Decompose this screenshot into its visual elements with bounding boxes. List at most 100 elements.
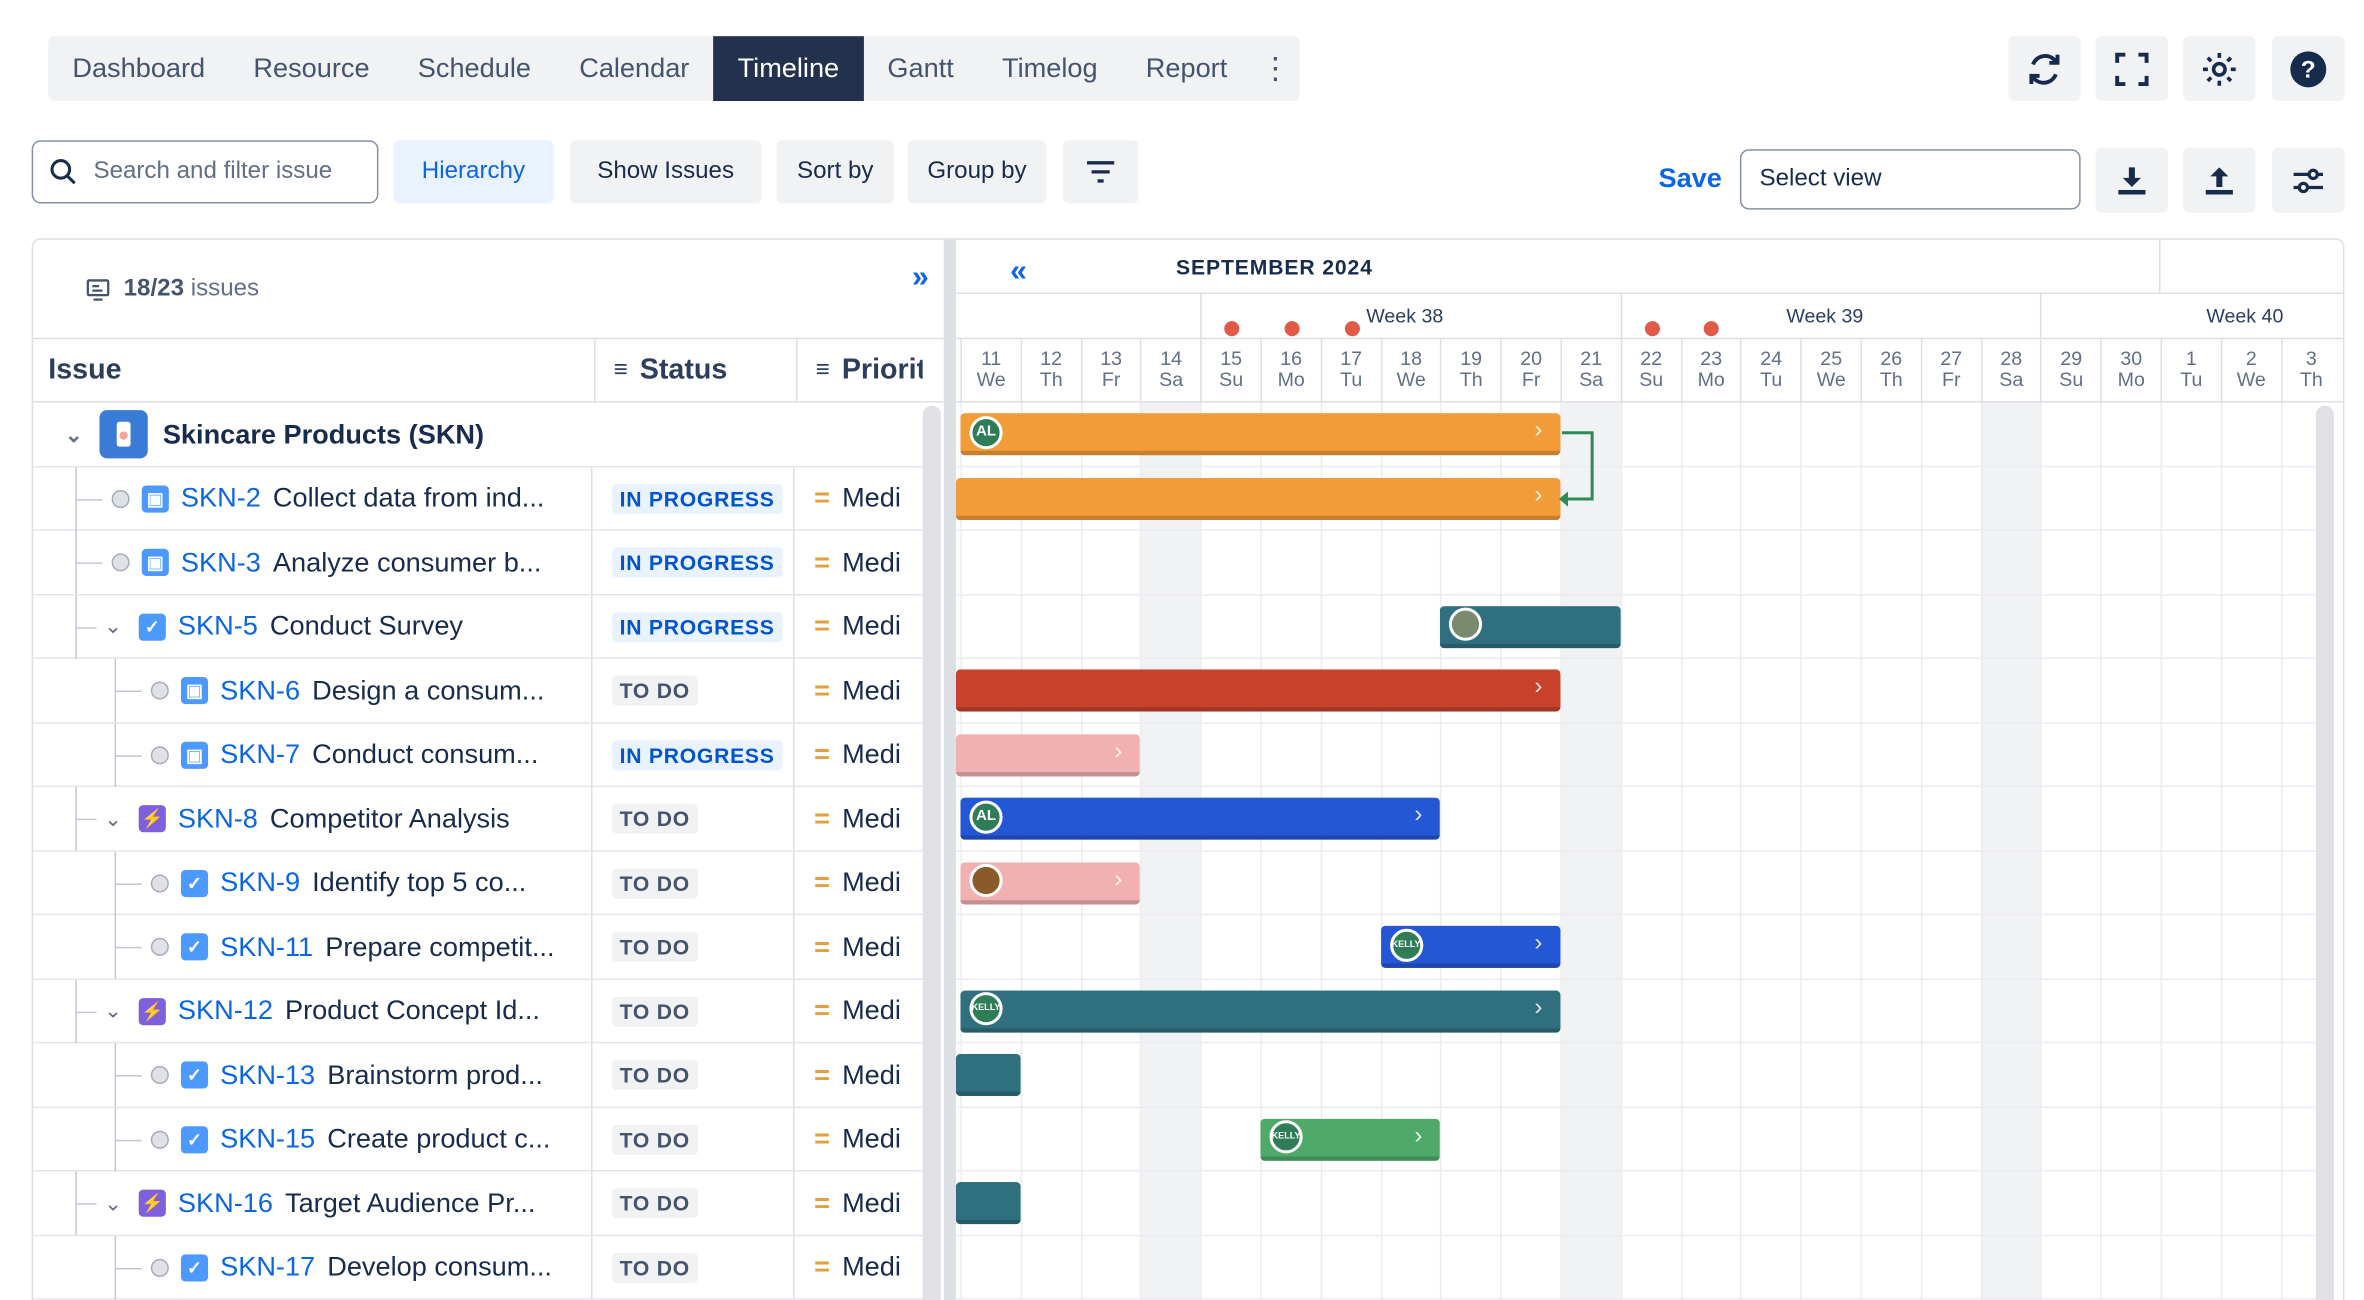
assignee-avatar[interactable] — [969, 863, 1003, 898]
assignee-avatar[interactable]: AL — [969, 415, 1003, 449]
select-view-dropdown[interactable]: Select view — [1739, 149, 2081, 210]
issue-title[interactable]: Design a consum... — [312, 674, 545, 705]
fullscreen-icon[interactable] — [2095, 36, 2169, 102]
more-vertical-icon[interactable]: ⋮ — [1260, 52, 1291, 86]
holiday-marker[interactable] — [1284, 321, 1300, 337]
help-icon[interactable]: ? — [2272, 36, 2345, 102]
issue-title[interactable]: Target Audience Pr... — [285, 1187, 536, 1218]
chevron-down-icon[interactable]: ⌄ — [104, 998, 122, 1023]
issue-key[interactable]: SKN-9 — [220, 866, 301, 898]
task-bar[interactable]: KELLY › — [1260, 1117, 1441, 1161]
issue-key[interactable]: SKN-8 — [177, 802, 258, 834]
issue-row[interactable]: ✓ SKN-11 Prepare competit... TO DO = Medi — [33, 915, 923, 980]
holiday-marker[interactable] — [1644, 321, 1660, 337]
status-badge[interactable]: TO DO — [612, 995, 698, 1026]
status-badge[interactable]: TO DO — [612, 1059, 698, 1091]
issue-title[interactable]: Brainstorm prod... — [327, 1059, 543, 1090]
issue-title[interactable]: Develop consum... — [327, 1251, 552, 1282]
refresh-icon[interactable] — [2008, 36, 2081, 102]
issue-key[interactable]: SKN-12 — [177, 995, 273, 1026]
project-row[interactable]: ⌄ Skincare Products (SKN) — [33, 403, 923, 467]
issue-row[interactable]: ▣ SKN-2 Collect data from ind... IN PROG… — [33, 466, 923, 531]
issue-key[interactable]: SKN-5 — [177, 610, 258, 641]
assignee-avatar[interactable] — [1449, 607, 1483, 641]
status-badge[interactable]: IN PROGRESS — [612, 483, 783, 514]
dependency-arrow[interactable] — [1558, 421, 1619, 511]
task-bar[interactable]: › — [960, 861, 1141, 904]
filter-icon[interactable] — [1062, 140, 1139, 204]
gantt-scrollbar[interactable] — [2315, 405, 2334, 1300]
issue-row[interactable]: ⌄ ⚡ SKN-16 Target Audience Pr... TO DO =… — [33, 1171, 923, 1236]
col-priority[interactable]: ≡Priority — [796, 339, 923, 403]
status-badge[interactable]: IN PROGRESS — [612, 739, 783, 770]
holiday-marker[interactable] — [1344, 321, 1360, 337]
status-badge[interactable]: TO DO — [612, 931, 698, 962]
task-bar[interactable]: AL › — [960, 797, 1441, 840]
tab-gantt[interactable]: Gantt — [887, 52, 954, 83]
issue-title[interactable]: Prepare competit... — [325, 931, 555, 962]
task-bar[interactable] — [955, 1053, 1021, 1097]
status-badge[interactable]: TO DO — [612, 675, 698, 706]
download-icon[interactable] — [2095, 147, 2169, 213]
issue-key[interactable]: SKN-15 — [220, 1123, 316, 1154]
save-button[interactable]: Save — [1658, 162, 1722, 193]
task-bar[interactable]: › — [955, 669, 1561, 712]
issue-key[interactable]: SKN-7 — [220, 738, 301, 769]
left-scrollbar[interactable] — [922, 405, 941, 1300]
status-badge[interactable]: IN PROGRESS — [612, 611, 783, 642]
issue-key[interactable]: SKN-17 — [220, 1251, 316, 1282]
hierarchy-button[interactable]: Hierarchy — [393, 140, 554, 204]
issue-row[interactable]: ✓ SKN-13 Brainstorm prod... TO DO = Medi — [33, 1043, 923, 1108]
status-badge[interactable]: IN PROGRESS — [612, 547, 783, 578]
assignee-avatar[interactable]: AL — [969, 799, 1003, 834]
status-badge[interactable]: TO DO — [612, 1188, 698, 1219]
issue-key[interactable]: SKN-16 — [177, 1187, 273, 1218]
group-by-button[interactable]: Group by — [907, 140, 1047, 204]
chevron-down-icon[interactable]: ⌄ — [104, 805, 122, 830]
tab-resource[interactable]: Resource — [253, 52, 370, 83]
tab-timeline[interactable]: Timeline — [713, 36, 864, 102]
sliders-icon[interactable] — [2272, 147, 2345, 213]
chevron-down-icon[interactable]: ⌄ — [104, 1190, 122, 1215]
task-bar[interactable]: KELLY › — [960, 989, 1561, 1033]
task-bar[interactable] — [955, 1182, 1021, 1225]
assignee-avatar[interactable]: KELLY — [1269, 1120, 1303, 1154]
issue-row[interactable]: ✓ SKN-15 Create product c... TO DO = Medi — [33, 1107, 923, 1172]
issue-title[interactable]: Create product c... — [327, 1123, 551, 1154]
issue-title[interactable]: Collect data from ind... — [272, 482, 545, 513]
collapse-left-icon[interactable]: « — [1010, 254, 1027, 288]
col-issue[interactable]: Issue — [48, 354, 122, 386]
issue-row[interactable]: ⌄ ✓ SKN-5 Conduct Survey IN PROGRESS = Me… — [33, 594, 923, 659]
chevron-down-icon[interactable]: ⌄ — [65, 421, 83, 446]
sort-by-button[interactable]: Sort by — [776, 140, 895, 204]
issue-title[interactable]: Competitor Analysis — [269, 802, 510, 834]
issue-title[interactable]: Identify top 5 co... — [312, 866, 527, 898]
status-badge[interactable]: TO DO — [612, 1252, 698, 1283]
issue-title[interactable]: Conduct consum... — [312, 738, 539, 769]
gear-icon[interactable] — [2183, 36, 2256, 102]
task-bar[interactable] — [1440, 605, 1621, 648]
task-bar[interactable]: › — [955, 733, 1141, 776]
status-badge[interactable]: TO DO — [612, 867, 698, 898]
issue-row[interactable]: ▣ SKN-6 Design a consum... TO DO = Medi — [33, 658, 923, 723]
issue-key[interactable]: SKN-11 — [220, 931, 314, 962]
col-status[interactable]: ≡ Status — [594, 339, 795, 403]
status-badge[interactable]: TO DO — [612, 803, 698, 834]
assignee-avatar[interactable]: KELLY — [1389, 927, 1423, 962]
issue-key[interactable]: SKN-13 — [220, 1059, 316, 1090]
upload-icon[interactable] — [2183, 147, 2256, 213]
holiday-marker[interactable] — [1704, 321, 1720, 337]
issue-row[interactable]: ✓ SKN-17 Develop consum... TO DO = Medi — [33, 1235, 923, 1300]
tab-timelog[interactable]: Timelog — [1002, 52, 1098, 83]
issue-row[interactable]: ✓ SKN-9 Identify top 5 co... TO DO = Medi — [33, 851, 923, 916]
task-bar[interactable]: KELLY › — [1380, 925, 1561, 968]
task-bar[interactable]: › — [955, 477, 1561, 520]
issue-key[interactable]: SKN-2 — [180, 482, 261, 513]
issue-row[interactable]: ▣ SKN-3 Analyze consumer b... IN PROGRES… — [33, 530, 923, 595]
tab-schedule[interactable]: Schedule — [417, 52, 531, 83]
issue-key[interactable]: SKN-6 — [220, 674, 301, 705]
panel-splitter[interactable] — [943, 239, 956, 1300]
assignee-avatar[interactable]: KELLY — [969, 992, 1003, 1026]
search-input[interactable] — [93, 158, 365, 186]
task-bar[interactable]: AL › — [960, 413, 1561, 456]
